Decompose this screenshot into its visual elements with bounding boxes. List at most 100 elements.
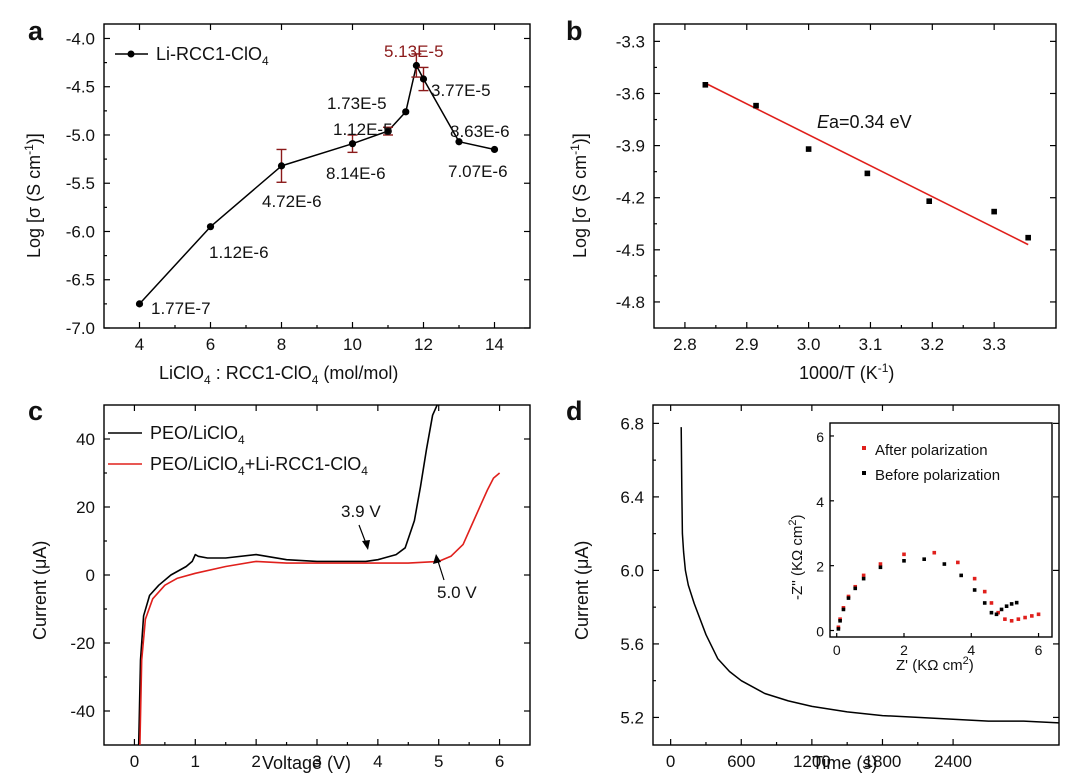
point-before-polarization xyxy=(853,586,858,591)
x-tick-label: 0 xyxy=(130,752,139,771)
inset-ticks: 0 2 4 6 0 2 4 6 xyxy=(816,429,1042,658)
annotation-5-0v: 5.0 V xyxy=(437,583,477,602)
y-tick-label: -4.8 xyxy=(616,293,645,312)
point-before-polarization xyxy=(972,588,977,592)
legend-a: Li-RCC1-ClO4 xyxy=(156,44,269,68)
legend-peo: PEO/LiClO4 xyxy=(150,423,245,447)
y-tick-label: 20 xyxy=(76,498,95,517)
x-tick-label: 14 xyxy=(485,335,504,354)
point-before-polarization xyxy=(989,610,994,615)
axis-ticks-c: 0 1 2 3 4 5 6 -40 -20 0 20 40 xyxy=(70,405,530,771)
data-point xyxy=(702,82,709,88)
point-after-polarization xyxy=(861,573,866,578)
arrowhead-3-9v xyxy=(362,540,370,550)
series-d xyxy=(680,427,1060,724)
point-before-polarization xyxy=(999,607,1004,612)
series-c xyxy=(137,405,501,745)
series-a xyxy=(135,53,499,308)
panel-letter-c: c xyxy=(28,396,43,426)
x-tick-label: 2 xyxy=(900,642,908,658)
x-tick-label: 1 xyxy=(191,752,200,771)
data-point xyxy=(455,138,463,146)
fit-line xyxy=(704,82,1029,246)
inset-x-axis-label: Z' (KΩ cm2) xyxy=(896,655,974,674)
data-point xyxy=(419,75,428,83)
y-tick-label: 5.6 xyxy=(620,635,644,654)
x-tick-label: 4 xyxy=(373,752,382,771)
x-axis-label-b: 1000/T (K-1) xyxy=(799,361,894,383)
x-tick-label: 6 xyxy=(206,335,215,354)
y-tick-label: 2 xyxy=(816,559,824,575)
x-tick-label: 1800 xyxy=(864,752,902,771)
annotation-7-07e-6: 7.07E-6 xyxy=(448,162,508,181)
y-tick-label: 4 xyxy=(816,494,824,510)
y-tick-label: -4.0 xyxy=(66,29,95,48)
data-point xyxy=(135,300,144,308)
point-after-polarization xyxy=(956,560,960,565)
plot-frame-b xyxy=(653,23,1057,329)
line-current-time xyxy=(680,427,1060,724)
point-before-polarization xyxy=(959,573,963,578)
data-point xyxy=(490,145,499,154)
x-tick-label: 2 xyxy=(251,752,260,771)
y-tick-label: -20 xyxy=(70,634,95,653)
line-peo-liclo4-rcc xyxy=(139,472,501,745)
annotation-8-63e-6: 8.63E-6 xyxy=(450,122,510,141)
x-tick-label: 3 xyxy=(312,752,321,771)
x-tick-label: 0 xyxy=(833,642,841,658)
x-axis-label-c: Voltage (V) xyxy=(262,753,351,773)
point-before-polarization xyxy=(841,607,846,612)
point-before-polarization xyxy=(1009,602,1014,606)
y-tick-label: -5.0 xyxy=(66,126,95,145)
data-point xyxy=(277,162,286,170)
point-before-polarization xyxy=(846,596,851,600)
clipped-lines-c xyxy=(137,405,501,745)
inset-frame xyxy=(829,422,1053,638)
data-point xyxy=(384,127,392,135)
activation-energy-annotation: Ea=0.34 eV xyxy=(817,112,912,132)
legend-marker-before xyxy=(862,471,866,475)
panel-a: a 4 6 8 10 12 14-7.0-6.5-6.0-5.5-5.0-4.5-4.0 … xyxy=(22,16,531,387)
inset-nyquist: 0 2 4 6 0 2 4 6 After polarization Before polar… xyxy=(787,419,1053,674)
point-before-polarization xyxy=(922,557,926,561)
legend-after-polarization: After polarization xyxy=(875,442,988,459)
point-after-polarization xyxy=(982,589,987,594)
point-after-polarization xyxy=(932,550,937,555)
legend-before-polarization: Before polarization xyxy=(875,467,1000,484)
annotation-8-14e-6: 8.14E-6 xyxy=(326,164,386,183)
data-point xyxy=(412,61,420,70)
y-tick-label: 6.4 xyxy=(620,488,644,507)
point-after-polarization xyxy=(1016,617,1021,621)
legend-marker-after xyxy=(862,446,866,450)
x-tick-label: 3.1 xyxy=(859,335,883,354)
point-before-polarization xyxy=(838,618,842,623)
legend-peo-rcc: PEO/LiClO4+Li-RCC1-ClO4 xyxy=(150,454,368,478)
data-point xyxy=(206,223,215,231)
x-tick-label: 6 xyxy=(1035,642,1043,658)
annotation-1-73e-5: 1.73E-5 xyxy=(327,94,387,113)
data-point xyxy=(753,102,759,109)
arrowhead-5-0v xyxy=(433,554,441,564)
data-point xyxy=(926,198,933,204)
point-before-polarization xyxy=(902,559,906,563)
annotation-3-77e-5: 3.77E-5 xyxy=(431,81,491,100)
x-tick-label: 3.2 xyxy=(920,335,944,354)
data-point xyxy=(864,170,871,177)
legend-marker-a xyxy=(127,50,135,58)
panel-letter-a: a xyxy=(28,16,44,46)
panel-b: b 2.8 2.9 3.0 3.1 3.2 3.3 -4.8 -4.5 -4.2 -3.9 -3.6… xyxy=(566,16,1057,383)
point-after-polarization xyxy=(1030,614,1034,618)
inset-y-axis-label: -Z'' (KΩ cm2) xyxy=(787,514,806,600)
y-tick-label: -6.0 xyxy=(66,222,95,241)
series-b xyxy=(702,82,1031,246)
y-tick-label: 6.0 xyxy=(620,561,644,580)
line-peo-liclo4 xyxy=(137,405,439,745)
y-tick-label: -4.5 xyxy=(66,78,95,97)
y-tick-label: -7.0 xyxy=(66,319,95,338)
point-before-polarization xyxy=(942,562,947,566)
x-tick-label: 2.9 xyxy=(735,335,759,354)
point-after-polarization xyxy=(1023,615,1027,620)
point-after-polarization xyxy=(989,601,994,605)
y-tick-label: -3.3 xyxy=(616,32,645,51)
